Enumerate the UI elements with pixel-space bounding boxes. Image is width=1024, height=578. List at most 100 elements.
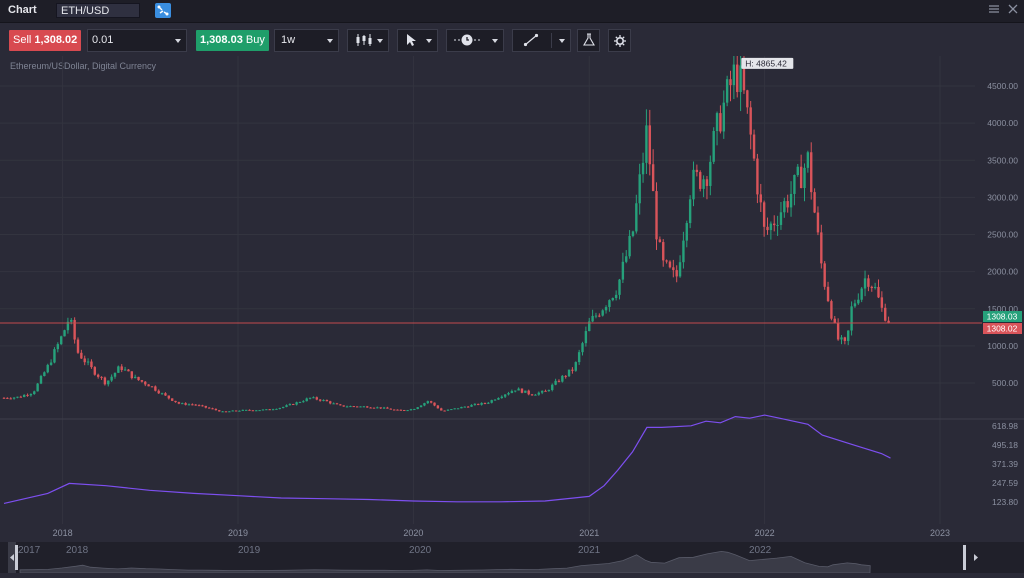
- indicator-tick-label: 247.59: [992, 478, 1018, 488]
- candle-body: [426, 401, 429, 404]
- time-tick-label: 2018: [53, 528, 73, 538]
- candle-body: [423, 403, 426, 406]
- candle-body: [73, 319, 76, 340]
- navigator-series: [19, 550, 871, 574]
- candle-body: [305, 398, 308, 402]
- candle-body: [527, 390, 530, 395]
- candle-body: [547, 390, 551, 392]
- navigator-year-label: 2018: [66, 545, 89, 556]
- candle-body: [315, 397, 319, 400]
- settings-button[interactable]: [608, 29, 631, 52]
- candle-body: [722, 102, 725, 132]
- candle-body: [826, 286, 830, 302]
- navigator[interactable]: 2017 2018 2019 2020 2021 2022: [0, 542, 1024, 574]
- price-tick-label: 2500.00: [987, 230, 1018, 240]
- candle-body: [678, 262, 682, 277]
- candle-body: [379, 407, 382, 409]
- candle-body: [318, 399, 322, 401]
- candle-body: [820, 232, 823, 264]
- candle-body: [473, 403, 477, 405]
- candle-body: [9, 398, 12, 400]
- candle-body: [705, 179, 709, 186]
- candle-body: [503, 394, 507, 397]
- candle-body: [345, 406, 349, 408]
- candle-body: [557, 380, 561, 382]
- time-tool-select[interactable]: [446, 29, 504, 52]
- candle-body: [244, 409, 248, 411]
- timeframe-select[interactable]: 1w: [274, 29, 339, 52]
- candle-body: [416, 407, 419, 410]
- ask-price-box: [983, 311, 1022, 323]
- candle-body: [756, 158, 759, 195]
- price-axis: 4500.00 4000.00 3500.00 3000.00 2500.00 2000.…: [987, 81, 1018, 388]
- candle-body: [510, 391, 514, 394]
- candle-body: [376, 407, 379, 409]
- candle-body: [369, 407, 372, 409]
- price-tick-label: 4000.00: [987, 118, 1018, 128]
- candle-body: [160, 393, 164, 395]
- candle-body: [59, 336, 63, 345]
- candle-body: [783, 201, 786, 213]
- candle-body: [477, 403, 480, 405]
- time-tick-label: 2022: [755, 528, 775, 538]
- candle-body: [312, 397, 315, 399]
- candle-body: [93, 367, 97, 375]
- candle-body: [211, 408, 214, 410]
- candle-body: [514, 390, 517, 392]
- candle-body: [736, 64, 739, 93]
- candle-body: [403, 410, 406, 412]
- candle-body: [682, 240, 685, 263]
- cursor-tool-select[interactable]: [397, 29, 438, 52]
- sell-button[interactable]: Sell 1,308.02: [9, 30, 82, 51]
- candle-body: [564, 375, 567, 377]
- candle-body: [392, 409, 396, 411]
- candle-body: [352, 406, 355, 408]
- link-icon[interactable]: [155, 3, 171, 18]
- close-icon[interactable]: [1007, 3, 1019, 18]
- candle-body: [359, 406, 362, 408]
- drawing-tool-select[interactable]: [512, 29, 571, 52]
- candle-body: [857, 299, 860, 304]
- candle-body: [123, 369, 127, 371]
- candle-body: [349, 406, 352, 408]
- candle-body: [450, 409, 453, 411]
- candle-body: [813, 192, 816, 213]
- cursor-icon: [405, 33, 417, 55]
- candle-body: [187, 404, 191, 406]
- candle-body: [779, 212, 783, 225]
- candle-body: [470, 404, 473, 407]
- candle-body: [497, 398, 500, 400]
- time-tick-label: 2020: [403, 528, 423, 538]
- candle-body: [16, 396, 19, 398]
- quantity-select[interactable]: 0.01: [87, 29, 187, 52]
- candle-body: [520, 388, 524, 393]
- candle-body: [540, 390, 544, 393]
- candle-body: [127, 369, 130, 372]
- candle-body: [712, 131, 715, 162]
- candle-body: [863, 278, 867, 289]
- candle-body: [366, 406, 369, 408]
- buy-button[interactable]: 1,308.03 Buy: [196, 30, 269, 51]
- candle-body: [53, 349, 56, 363]
- candle-body: [699, 172, 702, 189]
- indicators-button[interactable]: [577, 29, 600, 52]
- menu-icon[interactable]: [988, 3, 1000, 18]
- candle-body: [386, 407, 389, 409]
- price-gridlines: [0, 85, 975, 384]
- candle-body: [880, 297, 884, 308]
- chart-subtitle: Ethereum/USDollar, Digital Currency: [10, 61, 157, 71]
- candle-body: [130, 371, 134, 379]
- chart-type-select[interactable]: [347, 29, 389, 52]
- candle-body: [258, 410, 261, 412]
- candle-body: [100, 376, 103, 378]
- candle-body: [460, 406, 463, 409]
- price-chart[interactable]: 4500.00 4000.00 3500.00 3000.00 2500.00 2000.…: [0, 56, 1024, 542]
- candle-body: [36, 383, 39, 392]
- candle-body: [759, 194, 762, 203]
- candle-body: [322, 399, 325, 401]
- candle-body: [591, 315, 594, 322]
- candle-body: [618, 279, 621, 295]
- candle-body: [39, 376, 43, 384]
- candle-body: [133, 376, 137, 379]
- symbol-input[interactable]: ETH/USD: [56, 3, 140, 18]
